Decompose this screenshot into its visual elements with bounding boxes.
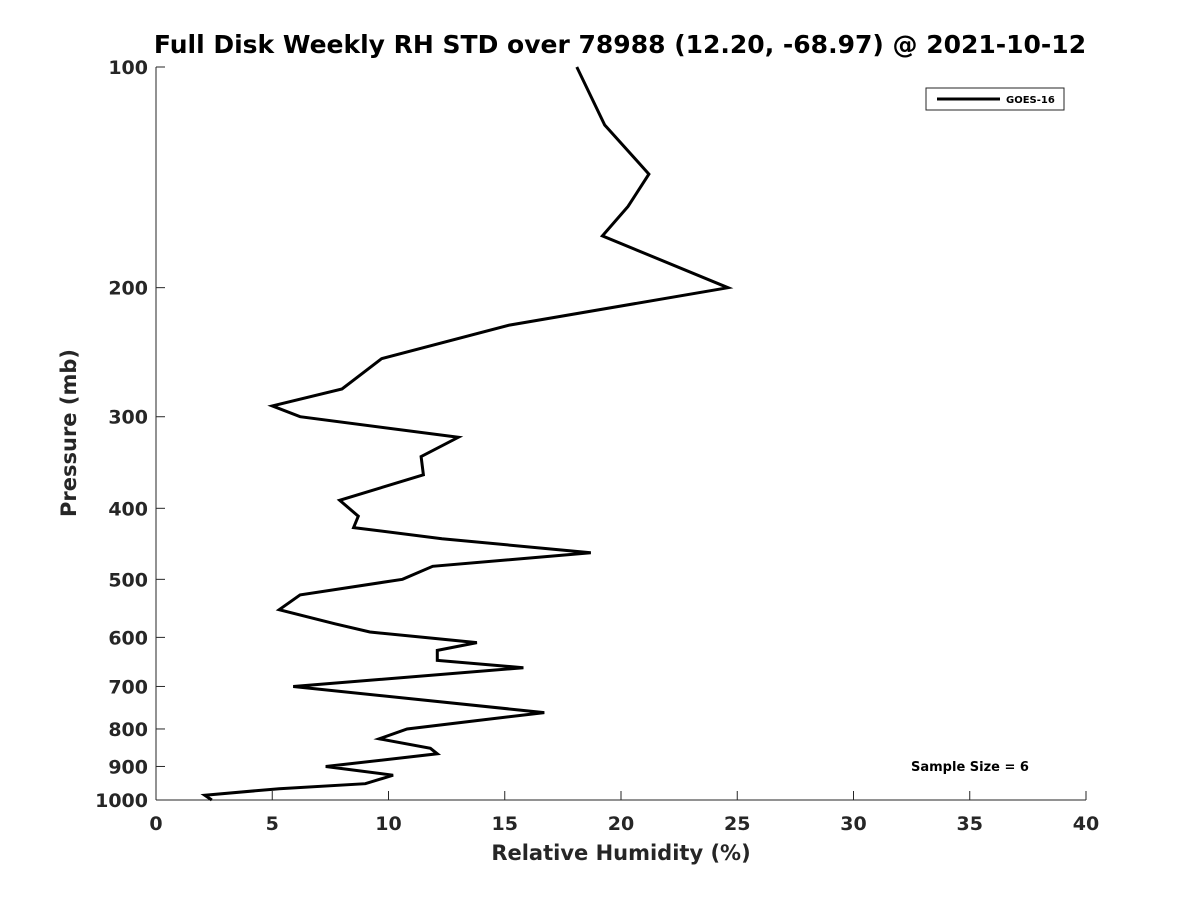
x-tick-label: 5 bbox=[266, 813, 279, 835]
x-tick-label: 20 bbox=[608, 813, 634, 835]
legend-label-goes-16: GOES-16 bbox=[1006, 95, 1055, 106]
y-tick-label: 800 bbox=[108, 719, 148, 741]
y-tick-label: 100 bbox=[108, 57, 148, 79]
y-tick-label: 400 bbox=[108, 498, 148, 520]
x-tick-label: 25 bbox=[724, 813, 750, 835]
x-tick-label: 0 bbox=[149, 813, 162, 835]
x-tick-label: 30 bbox=[840, 813, 866, 835]
x-ticks: 0 5 10 15 20 25 30 35 40 bbox=[149, 791, 1099, 835]
y-tick-label: 300 bbox=[108, 407, 148, 429]
x-tick-label: 35 bbox=[957, 813, 983, 835]
legend: GOES-16 bbox=[925, 87, 1065, 111]
y-tick-label: 1000 bbox=[95, 790, 148, 812]
series-line-goes-16 bbox=[200, 66, 734, 802]
y-tick-label: 600 bbox=[108, 627, 148, 649]
series-group bbox=[200, 66, 734, 802]
chart-title: Full Disk Weekly RH STD over 78988 (12.2… bbox=[154, 30, 1086, 59]
y-tick-label: 500 bbox=[108, 569, 148, 591]
x-tick-label: 15 bbox=[492, 813, 518, 835]
x-axis-label: Relative Humidity (%) bbox=[491, 841, 750, 865]
y-axis-label: Pressure (mb) bbox=[57, 349, 81, 517]
sample-size-annotation: Sample Size = 6 bbox=[911, 760, 1029, 775]
y-ticks: 100 200 300 400 500 600 700 800 900 1000 bbox=[95, 57, 165, 812]
x-tick-label: 10 bbox=[375, 813, 401, 835]
y-tick-label: 200 bbox=[108, 278, 148, 300]
y-tick-label: 700 bbox=[108, 676, 148, 698]
x-tick-label: 40 bbox=[1073, 813, 1099, 835]
plot-area bbox=[156, 67, 1086, 800]
y-tick-label: 900 bbox=[108, 756, 148, 778]
